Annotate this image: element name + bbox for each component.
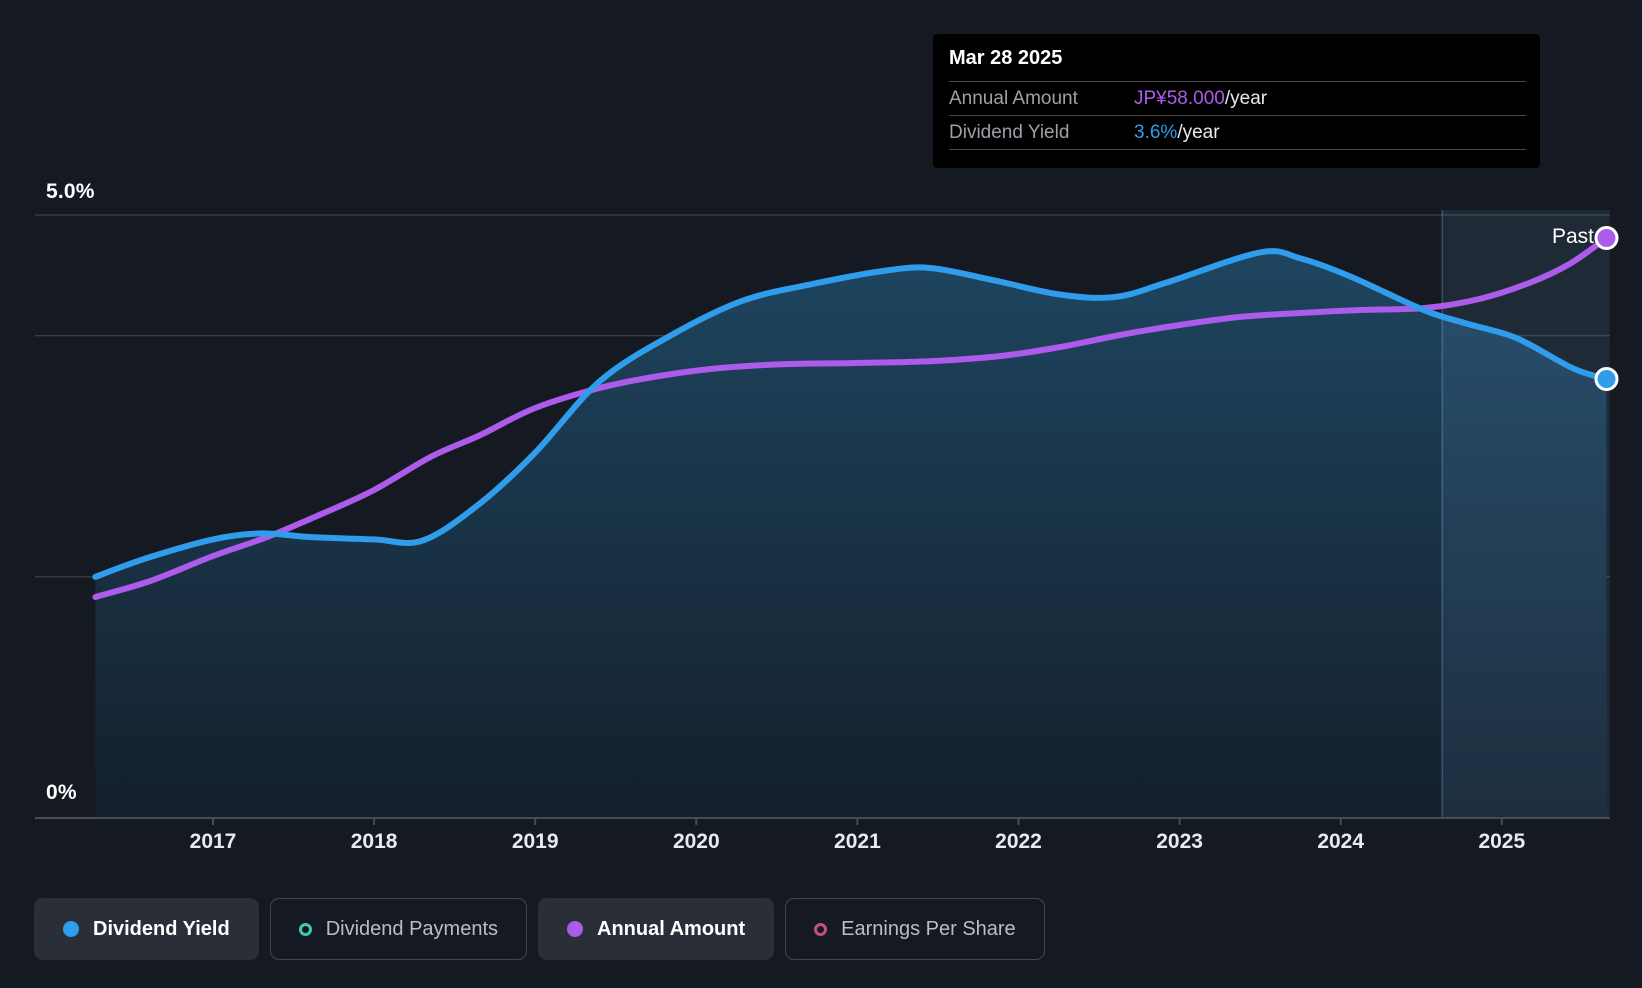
x-tick-label-2020: 2020 [672,830,720,853]
annual-amount-line [92,235,1610,600]
legend-toggle-annual-amount[interactable]: Annual Amount [538,898,775,960]
dividend-yield-line [92,248,1610,580]
tooltip-row-value: JP¥58.000 [1134,87,1225,109]
legend-label: Dividend Payments [325,917,499,940]
earnings-per-share-ring-icon [814,922,828,936]
dividend-yield-end-marker [1594,367,1619,391]
highlight-band [1442,210,1610,818]
tooltip-row-annual-amount: Annual Amount JP¥58.000/year [949,81,1526,115]
x-tick-label-2025: 2025 [1478,830,1526,853]
y-axis-label-zero: 0% [46,781,77,804]
x-tick-label-2018: 2018 [350,830,398,853]
x-tick-label-2022: 2022 [995,830,1042,853]
x-tick-label-2019: 2019 [511,830,559,853]
x-axis [35,817,1610,825]
legend: Dividend Yield Dividend Payments Annual Am… [34,898,1045,960]
legend-toggle-dividend-yield[interactable]: Dividend Yield [34,898,259,960]
annual-amount-end-marker [1594,226,1619,250]
annual-amount-dot-icon [567,921,584,937]
tooltip-row-label: Dividend Yield [949,121,1070,143]
x-tick-label-2017: 2017 [189,830,237,853]
series-lines [92,235,1610,600]
yield-area-fill [95,251,1607,818]
dividend-yield-area [95,251,1607,818]
x-tick-label-2021: 2021 [834,830,881,853]
tooltip-date: Mar 28 2025 [949,47,1063,69]
hover-highlight-band [1441,210,1610,818]
tooltip-row-value: 3.6% [1134,121,1178,143]
legend-toggle-dividend-payments[interactable]: Dividend Payments [269,898,528,960]
chart-tooltip: Mar 28 2025 Annual Amount JP¥58.000/year D… [933,34,1540,168]
tooltip-row-dividend-yield: Dividend Yield 3.6%/year [949,115,1526,150]
legend-label: Earnings Per Share [841,917,1016,940]
series-end-markers [1594,226,1619,391]
x-tick-label-2023: 2023 [1156,830,1203,853]
tooltip-row-suffix: /year [1177,121,1220,143]
legend-label: Dividend Yield [93,917,230,940]
y-axis-label-top: 5.0% [46,180,95,203]
past-label: Past [1551,225,1594,248]
x-tick-label-2024: 2024 [1317,830,1365,853]
dividend-yield-dot-icon [63,921,79,937]
dividend-payments-ring-icon [298,922,312,936]
tooltip-row-suffix: /year [1224,87,1268,109]
tooltip-row-label: Annual Amount [949,87,1078,109]
legend-toggle-earnings-per-share[interactable]: Earnings Per Share [785,898,1045,960]
legend-label: Annual Amount [597,917,746,940]
